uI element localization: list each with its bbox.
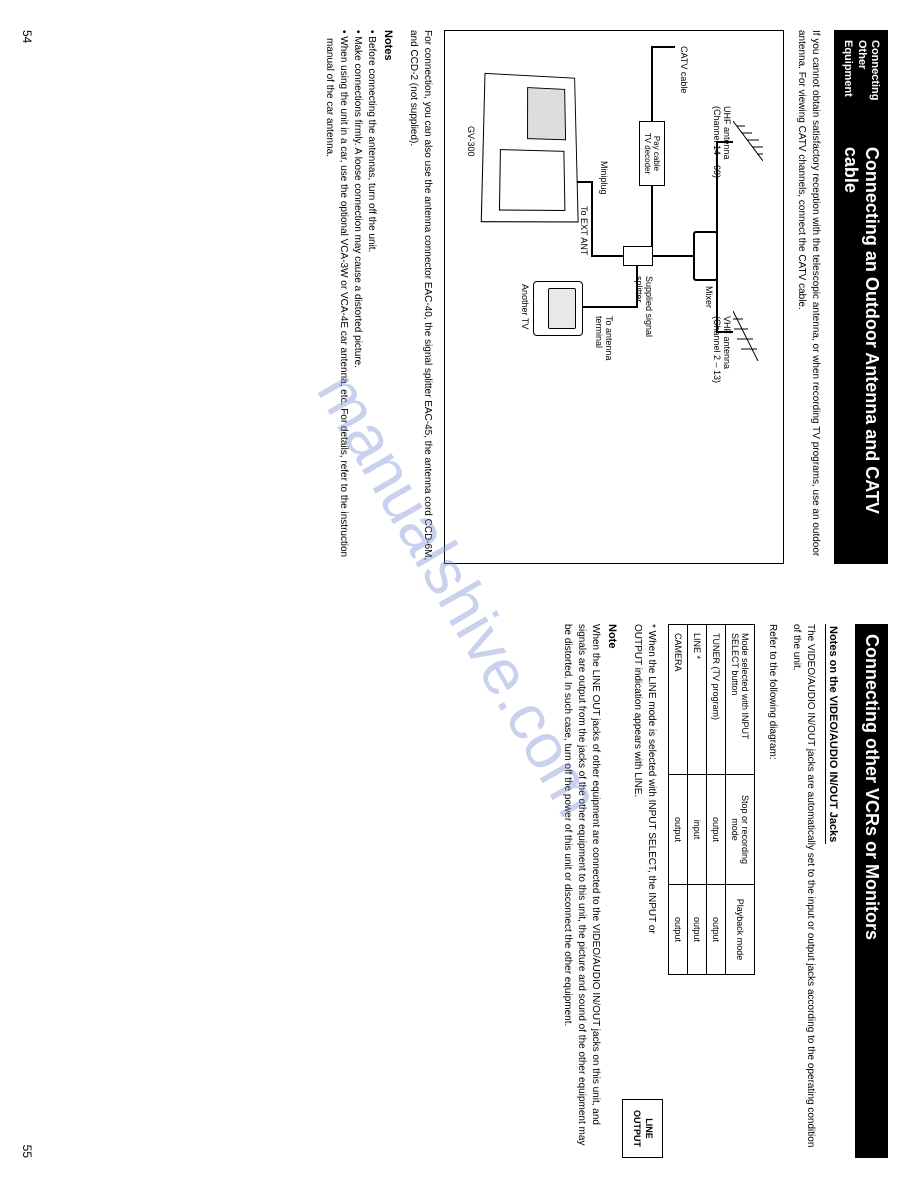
intro-text: If you cannot obtain satisfactory recept… bbox=[794, 30, 822, 564]
vhf-antenna-icon bbox=[733, 311, 763, 361]
right-para2: Refer to the following diagram: bbox=[765, 624, 779, 1158]
section-heading: Notes on the VIDEO/AUDIO IN/OUT Jacks bbox=[825, 624, 840, 844]
table-row: TUNER (TV program) output output bbox=[707, 625, 726, 975]
io-mode-table: Mode selected with INPUT SELECT button S… bbox=[668, 624, 755, 975]
prefix-line2: Other Equipment bbox=[841, 40, 867, 127]
connection-diagram: UHF antenna (Channel 14 – 69) VHF antenn… bbox=[444, 30, 784, 564]
splitter-box bbox=[623, 246, 653, 266]
line-output-box: LINE OUTPUT bbox=[622, 1099, 663, 1158]
note-1: • Before connecting the antennas, turn o… bbox=[364, 30, 378, 564]
note-body-right: When the LINE OUT jacks of other equipme… bbox=[560, 624, 602, 1158]
note-2: • Make connections firmly. A loose conne… bbox=[350, 30, 364, 564]
table-row: CAMERA output output bbox=[669, 625, 688, 975]
another-tv-label: Another TV bbox=[519, 284, 529, 329]
page-number-54: 54 bbox=[20, 30, 34, 43]
miniplug-label: Miniplug bbox=[598, 161, 608, 195]
star-note: * When the LINE mode is selected with IN… bbox=[630, 624, 658, 944]
page-number-55: 55 bbox=[20, 1145, 34, 1158]
table-header-1: Mode selected with INPUT SELECT button bbox=[726, 625, 755, 775]
right-para1: The VIDEO/AUDIO IN/OUT jacks are automat… bbox=[789, 624, 817, 1158]
notes-heading: Notes bbox=[382, 30, 394, 564]
uhf-antenna-icon bbox=[733, 121, 763, 161]
to-terminal-label: To antenna terminal bbox=[593, 316, 613, 361]
gv300-device-icon bbox=[481, 73, 579, 223]
title-prefix: Connecting Other Equipment bbox=[841, 40, 881, 127]
para2: For connection, you can also use the ant… bbox=[406, 30, 434, 564]
table-header-3: Playback mode bbox=[726, 885, 755, 975]
vhf-label: VHF antenna (Channel 2 – 13) bbox=[711, 316, 731, 383]
table-row: LINE * input output bbox=[688, 625, 707, 975]
catv-label: CATV cable bbox=[678, 46, 688, 93]
table-header-2: Stop or recording mode bbox=[726, 775, 755, 885]
title-main-left: Connecting an Outdoor Antenna and CATV c… bbox=[840, 147, 882, 554]
note-3: • When using the unit in a car, use the … bbox=[322, 30, 350, 564]
page-spread: Connecting Other Equipment Connecting an… bbox=[0, 0, 918, 1188]
note-heading-right: Note bbox=[606, 624, 618, 1158]
prefix-line1: Connecting bbox=[868, 40, 881, 127]
tv-icon bbox=[533, 281, 583, 336]
device-label: GV-300 bbox=[465, 126, 475, 157]
title-bar-right: Connecting other VCRs or Monitors bbox=[855, 624, 888, 1158]
mixer-label: Mixer bbox=[703, 286, 713, 308]
decoder-box: Pay cable TV decoder bbox=[639, 121, 665, 186]
page-55: Connecting other VCRs or Monitors Notes … bbox=[0, 594, 918, 1188]
page-54: Connecting Other Equipment Connecting an… bbox=[0, 0, 918, 594]
title-main-right: Connecting other VCRs or Monitors bbox=[861, 634, 882, 940]
title-bar-left: Connecting Other Equipment Connecting an… bbox=[834, 30, 888, 564]
mixer-box bbox=[693, 231, 718, 281]
to-ext-label: To EXT ANT bbox=[578, 206, 588, 255]
